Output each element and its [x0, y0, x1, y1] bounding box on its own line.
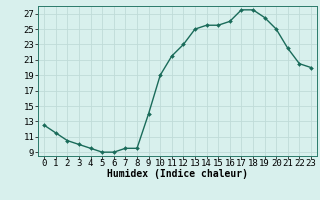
X-axis label: Humidex (Indice chaleur): Humidex (Indice chaleur) — [107, 169, 248, 179]
